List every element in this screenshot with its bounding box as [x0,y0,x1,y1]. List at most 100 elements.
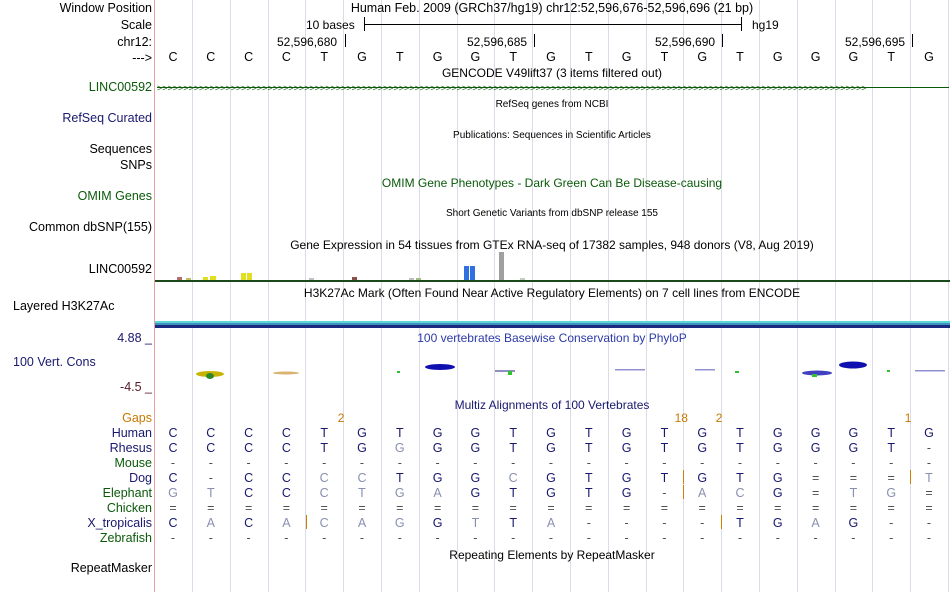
label-refseq-curated[interactable]: RefSeq Curated [62,111,152,125]
base-guide-line [343,0,345,592]
alignment-base: C [206,426,216,440]
species-label-mouse[interactable]: Mouse [114,456,152,470]
label-scale: Scale [120,18,152,32]
gtex-track-title[interactable]: Gene Expression in 54 tissues from GTEx … [290,238,814,252]
alignment-base: = [282,501,291,515]
phylop-logo-mark [695,369,715,371]
alignment-base: C [357,471,367,485]
label-omim-genes[interactable]: OMIM Genes [77,189,152,203]
species-label-zebrafish[interactable]: Zebrafish [99,531,152,545]
species-label-human[interactable]: Human [111,426,152,440]
alignment-base: = [622,501,631,515]
label-gtex-gene[interactable]: LINC00592 [88,262,152,276]
scale-tick-right [741,17,742,31]
reference-base: C [281,50,291,64]
alignment-base: T [736,426,744,440]
repeatmasker-track-title[interactable]: Repeating Elements by RepeatMasker [449,548,655,562]
alignment-base: - [889,456,894,470]
phylop-logo-mark [508,371,512,375]
multiz-track-title[interactable]: Multiz Alignments of 100 Vertebrates [454,398,650,412]
alignment-base: - [473,456,478,470]
alignment-base: A [282,516,291,530]
publications-track-title[interactable]: Publications: Sequences in Scientific Ar… [453,130,651,141]
alignment-base: - [208,456,213,470]
label-vert-cons[interactable]: 100 Vert. Cons [13,355,96,369]
alignment-base: T [849,486,858,500]
alignment-base: A [698,486,707,500]
label-gaps: Gaps [122,411,152,425]
alignment-base: T [206,486,215,500]
omim-track-title[interactable]: OMIM Gene Phenotypes - Dark Green Can Be… [381,176,723,190]
alignment-base: = [358,501,366,515]
base-guide-line [305,0,307,592]
alignment-base: T [584,471,593,485]
h3k27ac-track-title[interactable]: H3K27Ac Mark (Often Found Near Active Re… [303,286,801,300]
alignment-base: T [584,426,593,440]
reference-base: G [546,50,556,64]
alignment-base: G [357,426,367,440]
species-label-rhesus[interactable]: Rhesus [109,441,152,455]
alignment-base: G [697,441,708,455]
alignment-base: T [471,516,480,530]
alignment-base: - [322,531,327,545]
gencode-track-title[interactable]: GENCODE V49lift37 (3 items filtered out) [441,66,663,80]
label-strand-arrow: ---> [132,51,152,65]
species-label-dog[interactable]: Dog [129,471,152,485]
alignment-base: G [470,426,481,440]
species-label-elephant[interactable]: Elephant [102,486,152,500]
alignment-base: C [168,426,178,440]
base-guide-line [229,0,231,592]
alignment-base: - [813,531,818,545]
alignment-base: - [511,456,516,470]
species-label-x_tropicalis[interactable]: X_tropicalis [87,516,152,530]
alignment-base: - [473,531,478,545]
species-label-chicken[interactable]: Chicken [106,501,152,515]
phylop-logo-mark [273,371,299,375]
scale-db: hg19 [752,18,779,32]
base-guide-line [834,0,836,592]
dbsnp-track-title[interactable]: Short Genetic Variants from dbSNP releas… [446,208,658,219]
label-layered-h3k27ac[interactable]: Layered H3K27Ac [13,299,115,313]
label-snps[interactable]: SNPs [120,158,152,172]
label-repeatmasker[interactable]: RepeatMasker [70,561,152,575]
alignment-base: = [169,501,177,515]
base-guide-line [645,0,647,592]
phylop-logo[interactable] [155,355,950,385]
alignment-base: = [925,501,933,515]
scale-line [364,24,741,25]
alignment-base: C [281,426,291,440]
phylop-track-title[interactable]: 100 vertebrates Basewise Conservation by… [417,331,687,345]
phylop-logo-mark [839,361,867,369]
refseq-track-title[interactable]: RefSeq genes from NCBI [495,99,609,110]
insertion-marker [683,470,684,484]
label-linc00592[interactable]: LINC00592 [88,80,152,94]
label-common-dbsnp[interactable]: Common dbSNP(155) [29,220,152,234]
alignment-base: T [509,426,517,440]
alignment-base: C [319,486,329,500]
gtex-bar [416,278,421,280]
base-guide-line [418,0,420,592]
label-sequences[interactable]: Sequences [89,142,152,156]
alignment-base: = [925,486,933,500]
alignment-base: G [357,441,367,455]
alignment-base: = [887,471,895,485]
coord-tick [722,34,723,47]
alignment-base: C [244,486,254,500]
alignment-base: A [206,516,215,530]
reference-base: T [320,50,328,64]
alignment-base: T [320,426,328,440]
base-guide-line [569,0,571,592]
alignment-base: - [926,531,932,545]
reference-base: C [206,50,216,64]
gtex-bar [520,278,525,280]
gencode-gene-feature[interactable]: >>>>>>>>>>>>>>>>>>>>>>>>>>>>>>>>>>>>>>>>… [157,83,867,93]
alignment-base: T [736,516,744,530]
gtex-bar [247,273,252,280]
alignment-base: - [889,531,894,545]
alignment-base: - [548,456,554,470]
sidebar-border [154,0,155,592]
alignment-base: G [546,426,556,440]
alignment-base: C [206,441,216,455]
alignment-base: - [624,516,629,530]
